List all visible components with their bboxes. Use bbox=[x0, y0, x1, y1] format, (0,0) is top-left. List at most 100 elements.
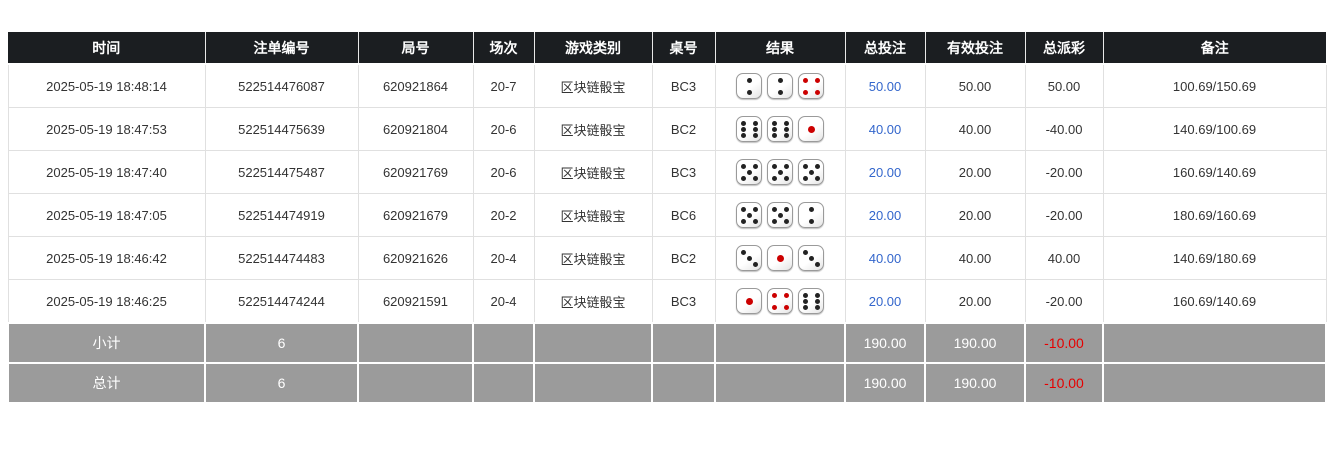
die-face-6-icon bbox=[798, 288, 824, 314]
cell-table_no: BC3 bbox=[651, 63, 716, 108]
cell-result bbox=[714, 193, 846, 237]
cell-session: 20-6 bbox=[472, 107, 535, 151]
dice-result bbox=[720, 159, 841, 185]
cell-valid_bet: 20.00 bbox=[924, 150, 1026, 194]
column-header-bet_id: 注单编号 bbox=[205, 32, 359, 65]
cell-remark: 140.69/100.69 bbox=[1102, 107, 1327, 151]
cell-table_no: BC6 bbox=[651, 193, 716, 237]
table-row: 2025-05-19 18:47:53 522514475639 620921804… bbox=[7, 107, 1327, 151]
cell-payout: -20.00 bbox=[1024, 279, 1104, 324]
cell-bet_id: 522514474919 bbox=[204, 193, 359, 237]
die-face-5-icon bbox=[798, 159, 824, 185]
cell-time: 2025-05-19 18:46:25 bbox=[7, 279, 206, 324]
total-bet-link[interactable]: 40.00 bbox=[868, 121, 902, 137]
table-row: 2025-05-19 18:46:42 522514474483 620921626… bbox=[7, 236, 1327, 280]
cell-result bbox=[714, 279, 846, 324]
cell-result bbox=[714, 150, 846, 194]
cell-time: 2025-05-19 18:47:05 bbox=[7, 193, 206, 237]
table-row: 2025-05-19 18:47:05 522514474919 620921679… bbox=[7, 193, 1327, 237]
total-bet-link[interactable]: 20.00 bbox=[868, 164, 902, 180]
cell-game_type: 区块链骰宝 bbox=[533, 63, 653, 108]
die-face-1-icon bbox=[736, 288, 762, 314]
table-row: 2025-05-19 18:46:25 522514474244 620921591… bbox=[7, 279, 1327, 324]
cell-session: 20-4 bbox=[472, 279, 535, 324]
cell-total_bet: 20.00 bbox=[844, 279, 926, 324]
subtotal-row: 小计 6 190.00 190.00 -10.00 bbox=[7, 322, 1327, 364]
cell-session: 20-2 bbox=[472, 193, 535, 237]
die-face-4-icon bbox=[767, 288, 793, 314]
cell-valid_bet: 40.00 bbox=[924, 107, 1026, 151]
cell-remark: 160.69/140.69 bbox=[1102, 150, 1327, 194]
summary-cell-bet_id: 6 bbox=[204, 362, 359, 404]
cell-total_bet: 40.00 bbox=[844, 107, 926, 151]
summary-cell-result bbox=[714, 362, 846, 404]
die-face-6-icon bbox=[767, 116, 793, 142]
cell-time: 2025-05-19 18:47:40 bbox=[7, 150, 206, 194]
grand-total-row: 总计 6 190.00 190.00 -10.00 bbox=[7, 362, 1327, 404]
cell-payout: -20.00 bbox=[1024, 150, 1104, 194]
cell-game_type: 区块链骰宝 bbox=[533, 279, 653, 324]
die-face-5-icon bbox=[736, 202, 762, 228]
cell-time: 2025-05-19 18:46:42 bbox=[7, 236, 206, 280]
cell-payout: 50.00 bbox=[1024, 63, 1104, 108]
cell-remark: 140.69/180.69 bbox=[1102, 236, 1327, 280]
die-face-1-icon bbox=[798, 116, 824, 142]
cell-bet_id: 522514475487 bbox=[204, 150, 359, 194]
summary-cell-time: 小计 bbox=[7, 322, 206, 364]
total-bet-link[interactable]: 40.00 bbox=[868, 250, 902, 266]
cell-round: 620921679 bbox=[357, 193, 474, 237]
cell-session: 20-6 bbox=[472, 150, 535, 194]
summary-cell-round bbox=[357, 362, 474, 404]
column-header-total_bet: 总投注 bbox=[845, 32, 926, 65]
dice-result bbox=[720, 202, 841, 228]
summary-cell-bet_id: 6 bbox=[204, 322, 359, 364]
cell-remark: 180.69/160.69 bbox=[1102, 193, 1327, 237]
dice-result bbox=[720, 73, 841, 99]
cell-game_type: 区块链骰宝 bbox=[533, 107, 653, 151]
cell-time: 2025-05-19 18:47:53 bbox=[7, 107, 206, 151]
cell-remark: 100.69/150.69 bbox=[1102, 63, 1327, 108]
column-header-session: 场次 bbox=[473, 32, 535, 65]
column-header-round: 局号 bbox=[358, 32, 474, 65]
column-header-table_no: 桌号 bbox=[652, 32, 716, 65]
cell-bet_id: 522514476087 bbox=[204, 63, 359, 108]
summary-cell-result bbox=[714, 322, 846, 364]
cell-table_no: BC3 bbox=[651, 150, 716, 194]
table-row: 2025-05-19 18:47:40 522514475487 620921769… bbox=[7, 150, 1327, 194]
cell-round: 620921769 bbox=[357, 150, 474, 194]
total-bet-link[interactable]: 50.00 bbox=[868, 78, 902, 94]
die-face-4-icon bbox=[798, 73, 824, 99]
cell-result bbox=[714, 236, 846, 280]
cell-valid_bet: 40.00 bbox=[924, 236, 1026, 280]
cell-time: 2025-05-19 18:48:14 bbox=[7, 63, 206, 108]
cell-game_type: 区块链骰宝 bbox=[533, 150, 653, 194]
die-face-6-icon bbox=[736, 116, 762, 142]
summary-cell-table_no bbox=[651, 322, 716, 364]
bet-history-table: 时间 注单编号 局号 场次 游戏类别 桌号 结果 总投注 有效投注 总派彩 备注 2025-05-1… bbox=[7, 32, 1327, 404]
cell-result bbox=[714, 63, 846, 108]
cell-payout: -20.00 bbox=[1024, 193, 1104, 237]
summary-cell-session bbox=[472, 322, 535, 364]
cell-bet_id: 522514474483 bbox=[204, 236, 359, 280]
cell-payout: 40.00 bbox=[1024, 236, 1104, 280]
cell-valid_bet: 50.00 bbox=[924, 63, 1026, 108]
die-face-5-icon bbox=[767, 202, 793, 228]
die-face-2-icon bbox=[798, 202, 824, 228]
die-face-5-icon bbox=[767, 159, 793, 185]
column-header-payout: 总派彩 bbox=[1025, 32, 1104, 65]
cell-game_type: 区块链骰宝 bbox=[533, 193, 653, 237]
summary-cell-time: 总计 bbox=[7, 362, 206, 404]
dice-result bbox=[720, 245, 841, 271]
cell-bet_id: 522514474244 bbox=[204, 279, 359, 324]
cell-result bbox=[714, 107, 846, 151]
cell-table_no: BC3 bbox=[651, 279, 716, 324]
column-header-result: 结果 bbox=[715, 32, 846, 65]
cell-round: 620921864 bbox=[357, 63, 474, 108]
cell-round: 620921626 bbox=[357, 236, 474, 280]
bet-history-panel: 时间 注单编号 局号 场次 游戏类别 桌号 结果 总投注 有效投注 总派彩 备注 2025-05-1… bbox=[7, 32, 1327, 404]
column-header-remark: 备注 bbox=[1103, 32, 1326, 65]
total-bet-link[interactable]: 20.00 bbox=[868, 293, 902, 309]
cell-total_bet: 20.00 bbox=[844, 150, 926, 194]
total-bet-link[interactable]: 20.00 bbox=[868, 207, 902, 223]
cell-bet_id: 522514475639 bbox=[204, 107, 359, 151]
